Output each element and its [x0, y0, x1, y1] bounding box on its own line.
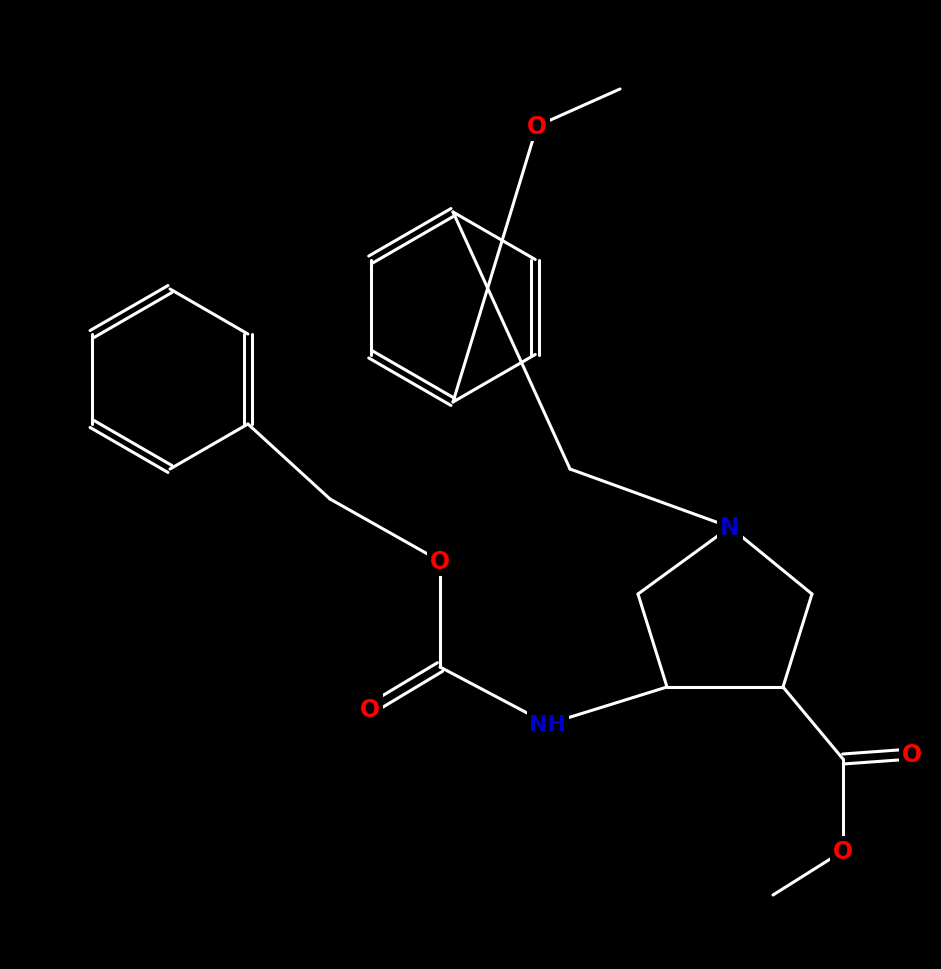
- Text: O: O: [527, 115, 547, 139]
- Text: N: N: [720, 516, 740, 540]
- Text: O: O: [360, 698, 380, 721]
- Text: O: O: [833, 839, 853, 863]
- Text: O: O: [430, 549, 450, 574]
- Text: NH: NH: [530, 714, 566, 735]
- Text: O: O: [901, 742, 922, 766]
